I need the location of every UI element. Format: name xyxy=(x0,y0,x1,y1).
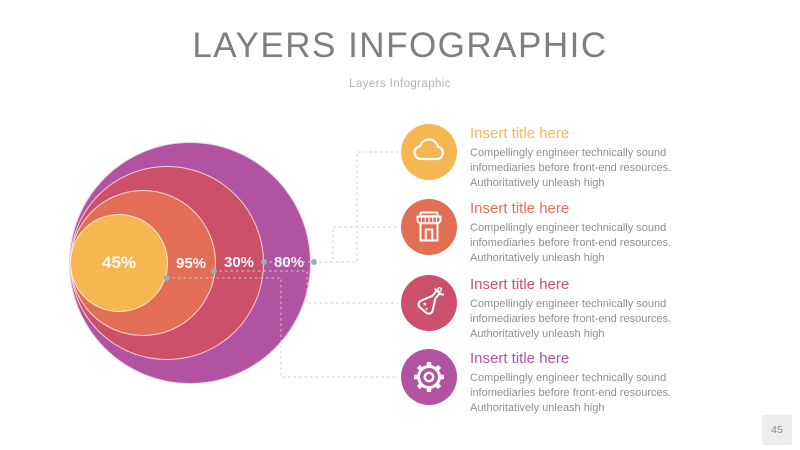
connector-line-80pct xyxy=(314,151,398,263)
gear-icon xyxy=(401,349,457,405)
item-description: Compellingly engineer technically sound … xyxy=(470,147,672,189)
page-subtitle: Layers Infographic xyxy=(349,78,451,90)
layer-label-45pct: 45% xyxy=(101,253,137,272)
item-title: Insert title here xyxy=(470,200,570,217)
item-description: Compellingly engineer technically sound … xyxy=(470,372,672,414)
page-title: LAYERS INFOGRAPHIC xyxy=(192,26,608,65)
layer-circle-45pct xyxy=(70,214,168,312)
flask-icon xyxy=(401,275,457,331)
cloud-icon xyxy=(401,124,457,180)
item-title: Insert title here xyxy=(470,276,570,293)
item-title: Insert title here xyxy=(470,125,570,142)
layer-label-95pct: 95% xyxy=(175,255,207,272)
layer-label-80pct: 80% xyxy=(273,254,305,271)
page-number-badge: 45 xyxy=(762,415,792,445)
layer-label-30pct: 30% xyxy=(223,254,255,271)
item-description: Compellingly engineer technically sound … xyxy=(470,298,672,340)
item-title: Insert title here xyxy=(470,350,570,367)
item-description: Compellingly engineer technically sound … xyxy=(470,222,672,264)
store-icon xyxy=(401,199,457,255)
